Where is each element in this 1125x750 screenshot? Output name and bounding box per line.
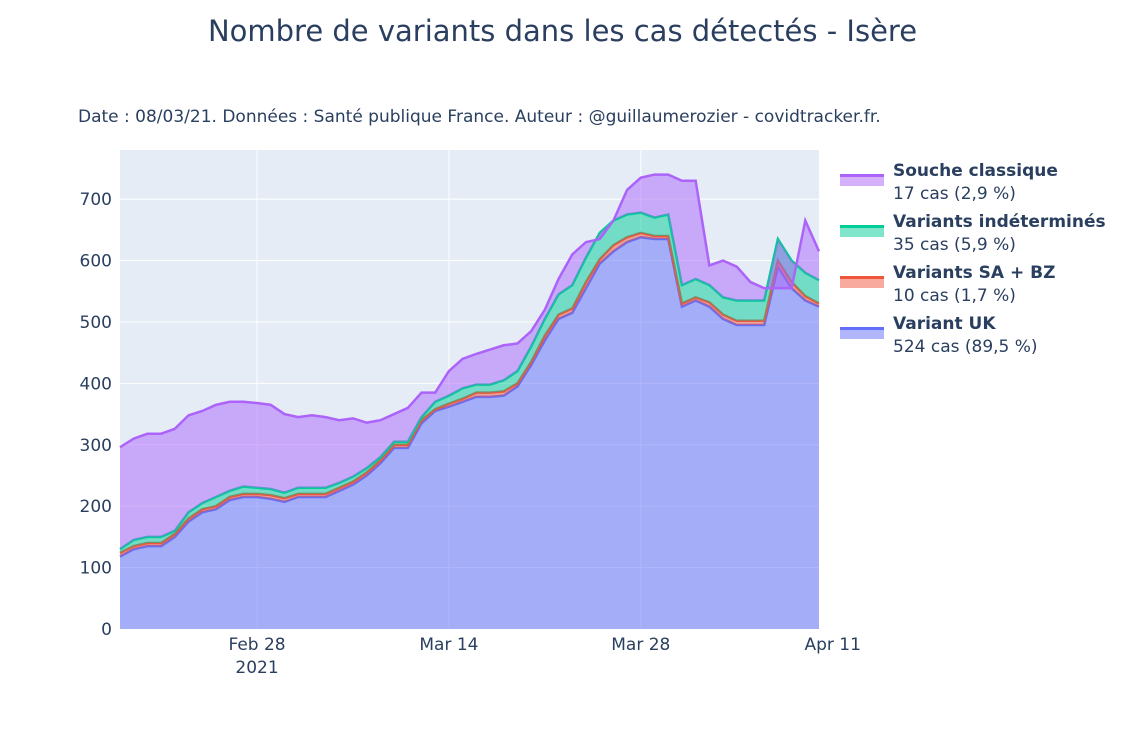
y-tick-label: 700 [80, 190, 112, 210]
chart-title: Nombre de variants dans les cas détectés… [207, 14, 918, 48]
legend-label: Souche classique [893, 161, 1058, 181]
x-tick-label: Mar 14 [419, 635, 478, 655]
legend-swatch-classique [838, 168, 884, 188]
area-variant-uk [120, 237, 819, 629]
y-axis: 0 100 200 300 400 500 600 700 [80, 190, 112, 640]
legend-swatch-uk [838, 321, 884, 341]
stacked-areas [119, 173, 821, 629]
y-tick-label: 600 [80, 252, 112, 272]
legend-label: Variants SA + BZ [893, 263, 1056, 283]
legend-detail: 524 cas (89,5 %) [893, 337, 1038, 357]
y-tick-label: 100 [80, 559, 112, 579]
legend-swatch-sa-bz [838, 270, 884, 290]
x-tick-label: Feb 28 [228, 635, 285, 655]
chart-subtitle: Date : 08/03/21. Données : Santé publiqu… [78, 107, 881, 127]
x-tick-year-label: 2021 [235, 658, 278, 678]
legend-detail: 35 cas (5,9 %) [893, 235, 1016, 255]
legend-item-classique[interactable]: Souche classique 17 cas (2,9 %) [838, 160, 1118, 211]
x-tick-label: Mar 28 [611, 635, 670, 655]
x-tick-label: Apr 11 [804, 635, 860, 655]
legend-item-sa-bz[interactable]: Variants SA + BZ 10 cas (1,7 %) [838, 262, 1118, 313]
y-tick-label: 200 [80, 497, 112, 517]
area-classique [120, 174, 819, 550]
legend-detail: 10 cas (1,7 %) [893, 286, 1016, 306]
legend-label: Variants indéterminés [893, 212, 1106, 232]
y-tick-label: 500 [80, 313, 112, 333]
legend-item-indetermines[interactable]: Variants indéterminés 35 cas (5,9 %) [838, 211, 1118, 262]
legend-item-uk[interactable]: Variant UK 524 cas (89,5 %) [838, 313, 1118, 364]
y-tick-label: 0 [101, 620, 112, 640]
legend-label: Variant UK [893, 314, 996, 334]
area-classique-line [119, 173, 821, 449]
y-tick-label: 400 [80, 374, 112, 394]
y-tick-label: 300 [80, 436, 112, 456]
legend[interactable]: Souche classique 17 cas (2,9 %) Variants… [838, 160, 1118, 364]
legend-swatch-indetermines [838, 219, 884, 239]
x-axis: Feb 28 2021 Mar 14 Mar 28 Apr 11 [228, 635, 860, 678]
legend-detail: 17 cas (2,9 %) [893, 184, 1016, 204]
